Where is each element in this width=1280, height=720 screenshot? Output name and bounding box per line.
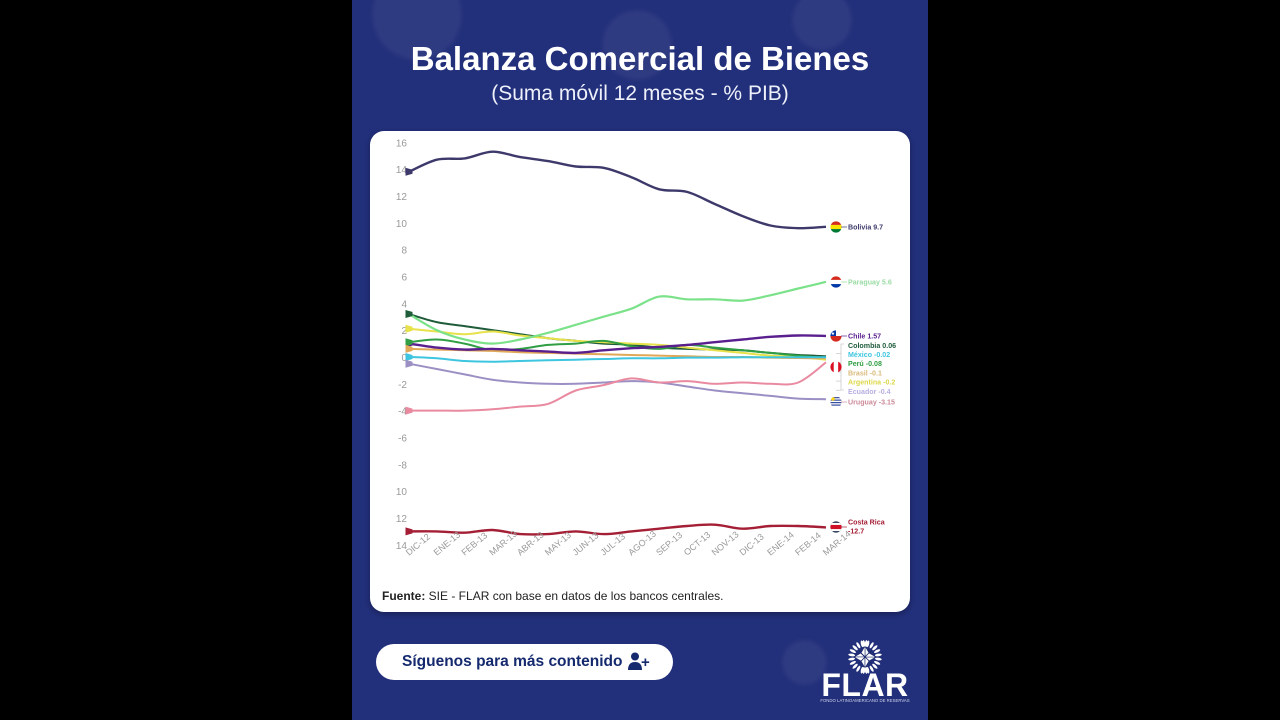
svg-text:12: 12	[396, 192, 408, 203]
svg-text:Uruguay -3.15: Uruguay -3.15	[848, 399, 895, 407]
svg-text:MAR-14: MAR-14	[821, 529, 853, 558]
svg-text:Ecuador -0.4: Ecuador -0.4	[848, 388, 891, 396]
svg-text:OCT-13: OCT-13	[682, 530, 713, 558]
svg-text:6: 6	[401, 273, 407, 284]
svg-text:-2: -2	[398, 380, 407, 391]
svg-text:Chile 1.57: Chile 1.57	[848, 333, 881, 341]
svg-text:12: 12	[396, 514, 408, 525]
svg-text:Perú -0.08: Perú -0.08	[848, 360, 882, 368]
svg-text:FEB-14: FEB-14	[793, 530, 823, 557]
svg-text:Brasil -0.1: Brasil -0.1	[848, 369, 882, 377]
svg-text:FEB-13: FEB-13	[459, 530, 489, 557]
svg-text:Costa Rica: Costa Rica	[848, 519, 885, 527]
svg-text:SEP-13: SEP-13	[654, 530, 684, 558]
svg-text:ENE-13: ENE-13	[432, 530, 463, 558]
svg-text:JUN-13: JUN-13	[571, 530, 601, 557]
svg-text:AGO-13: AGO-13	[626, 529, 658, 558]
svg-text:16: 16	[396, 138, 408, 149]
svg-text:FONDO LATINOAMERICANO DE RESER: FONDO LATINOAMERICANO DE RESERVAS	[820, 698, 909, 703]
svg-text:Colombia 0.06: Colombia 0.06	[848, 342, 896, 350]
svg-text:-6: -6	[398, 434, 407, 445]
svg-text:Paraguay 5.6: Paraguay 5.6	[848, 279, 892, 287]
svg-text:10: 10	[396, 219, 408, 230]
svg-text:10: 10	[396, 487, 408, 498]
svg-text:+: +	[641, 654, 650, 671]
svg-text:DIC-13: DIC-13	[737, 532, 765, 558]
svg-text:Bolivia 9.7: Bolivia 9.7	[848, 224, 883, 232]
svg-text:-8: -8	[398, 460, 407, 471]
svg-text:ENE-14: ENE-14	[765, 530, 796, 558]
svg-text:DIC-12: DIC-12	[404, 532, 432, 558]
svg-text:4: 4	[401, 299, 407, 310]
svg-text:México -0.02: México -0.02	[848, 351, 890, 359]
svg-text:Argentina -0.2: Argentina -0.2	[848, 379, 895, 387]
svg-text:NOV-13: NOV-13	[710, 529, 741, 557]
svg-text:MAR-13: MAR-13	[487, 529, 519, 558]
svg-text:8: 8	[401, 246, 407, 257]
